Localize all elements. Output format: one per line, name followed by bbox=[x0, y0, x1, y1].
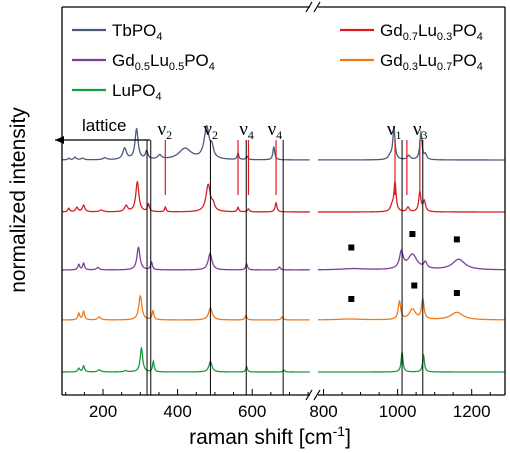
legend-gd05lu05po4-label: Gd0.5Lu0.5PO4 bbox=[112, 51, 215, 73]
series-line-0-seg-1 bbox=[318, 126, 505, 161]
nu-label-0: ν2 bbox=[158, 119, 173, 142]
series-line-4-seg-1 bbox=[318, 350, 505, 373]
legend-tbpo4-label: TbPO4 bbox=[112, 21, 163, 43]
series-line-3-seg-1 bbox=[318, 297, 505, 321]
legend-lupo4-label: LuPO4 bbox=[112, 81, 162, 103]
lattice-arrow-head bbox=[55, 136, 64, 144]
y-axis-label: normalized intensity bbox=[7, 107, 30, 293]
series-line-1-seg-1 bbox=[318, 181, 505, 213]
series-line-3-seg-0 bbox=[61, 294, 310, 321]
axis-break-mark-1-a bbox=[305, 389, 313, 401]
x-tick-label-400: 400 bbox=[163, 402, 191, 421]
x-tick-label-1200: 1200 bbox=[453, 402, 491, 421]
series-line-2-seg-1 bbox=[318, 249, 505, 271]
legend-gd03lu07po4-label: Gd0.3Lu0.7PO4 bbox=[380, 51, 483, 73]
legend: TbPO4 Gd0.5Lu0.5PO4 LuPO4 Gd0.7Lu0.3PO4 Gd0.… bbox=[72, 21, 483, 103]
nu-label-4: ν1 bbox=[387, 119, 402, 142]
nu-label-1: ν2 bbox=[203, 119, 218, 142]
x-tick-label-600: 600 bbox=[238, 402, 266, 421]
series-line-4-seg-0 bbox=[62, 346, 310, 373]
lattice-label: lattice bbox=[82, 116, 126, 135]
square-marker-3 bbox=[348, 296, 355, 302]
annotations: lattice ν2 ν2 ν4 ν4 ν1 ν3 bbox=[55, 116, 427, 144]
nu-label-2: ν4 bbox=[239, 119, 254, 142]
square-marker-1 bbox=[409, 231, 416, 237]
x-tick-label-200: 200 bbox=[89, 402, 117, 421]
axis-break-mark-1-b bbox=[313, 389, 321, 401]
square-marker-2 bbox=[453, 236, 460, 243]
nu-label-3: ν4 bbox=[268, 119, 283, 142]
square-marker-0 bbox=[348, 244, 355, 251]
series-line-0-seg-0 bbox=[61, 125, 310, 161]
square-marker-4 bbox=[411, 282, 418, 289]
legend-gd07lu03po4-label: Gd0.7Lu0.3PO4 bbox=[380, 21, 483, 43]
axis-break-mark-0-a bbox=[305, 1, 313, 13]
series-line-1-seg-0 bbox=[61, 180, 310, 213]
series-line-2-seg-0 bbox=[62, 246, 310, 271]
x-axis-label: raman shift [cm-1] bbox=[189, 423, 351, 449]
x-tick-label-800: 800 bbox=[309, 402, 337, 421]
axis-break-mark-0-b bbox=[313, 1, 321, 13]
plot-layer bbox=[61, 125, 505, 395]
square-marker-5 bbox=[453, 290, 460, 296]
axis-layer: 200 400 600 800 1000 1200 bbox=[61, 1, 506, 421]
nu-label-5: ν3 bbox=[413, 119, 428, 142]
x-tick-label-1000: 1000 bbox=[379, 402, 417, 421]
